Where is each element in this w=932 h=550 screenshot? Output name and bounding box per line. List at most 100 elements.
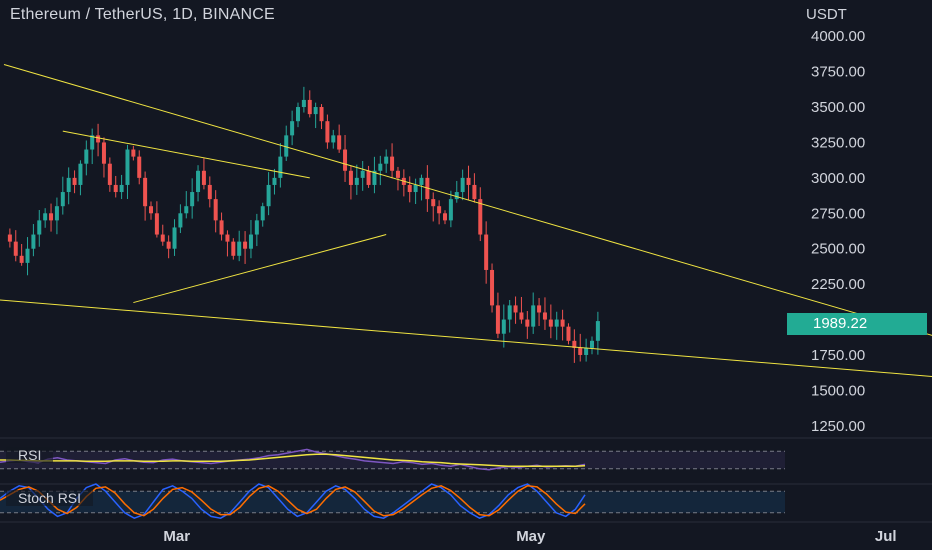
candle-body: [154, 213, 159, 235]
candle-body: [378, 163, 383, 171]
candle-body: [384, 156, 389, 164]
candle-body: [560, 319, 565, 327]
candle-body: [31, 234, 36, 249]
candle-body: [125, 149, 130, 185]
candle-body: [325, 121, 330, 143]
rsi-pane-label: RSI: [6, 447, 54, 463]
candle-body: [507, 305, 512, 320]
candle-body: [237, 241, 242, 256]
y-tick-label: 4000.00: [811, 28, 865, 45]
candle-body: [531, 305, 536, 327]
candle-body: [248, 234, 253, 249]
candle-body: [207, 184, 212, 200]
candle-body: [166, 241, 171, 249]
y-tick-label: 2500.00: [811, 241, 865, 258]
candle-body: [119, 184, 124, 193]
candle-body: [72, 177, 77, 185]
rsi-series-1: [0, 453, 586, 467]
y-tick-label: 3750.00: [811, 64, 865, 81]
candle-body: [296, 107, 300, 122]
candle-body: [254, 220, 259, 235]
candle-body: [413, 184, 418, 193]
candle-body: [78, 163, 83, 185]
candle-body: [407, 184, 412, 193]
candle-body: [343, 149, 348, 171]
candle-body: [301, 99, 306, 108]
rsi-series-0: [0, 448, 586, 471]
candle-body: [231, 241, 236, 256]
candle-body: [290, 121, 295, 136]
candle-body: [143, 177, 148, 207]
stoch-series-1: [0, 484, 586, 517]
candle-body: [495, 305, 500, 334]
candle-body: [484, 234, 489, 270]
candle-body: [278, 156, 283, 178]
candle-body: [84, 149, 89, 164]
candle-body: [584, 347, 589, 355]
candle-body: [213, 199, 218, 221]
candle-body: [448, 199, 453, 221]
candle-body: [372, 170, 377, 185]
candle-body: [225, 234, 230, 242]
candle-body: [395, 170, 400, 178]
y-tick-label: 1750.00: [811, 347, 865, 364]
candle-body: [578, 347, 583, 355]
candle-body: [431, 199, 436, 207]
candle-body: [49, 213, 54, 221]
candle-body: [266, 184, 271, 207]
candle-body: [595, 321, 600, 341]
candle-body: [66, 177, 71, 193]
y-tick-label: 1500.00: [811, 382, 865, 399]
candle-body: [419, 177, 424, 185]
candle-body: [466, 177, 471, 185]
x-tick-label: May: [516, 528, 546, 545]
candle-body: [54, 206, 59, 221]
candle-body: [366, 170, 371, 185]
candle-body: [319, 107, 324, 122]
candle-body: [554, 319, 559, 327]
candle-body: [390, 156, 395, 171]
candle-body: [354, 177, 359, 185]
candle-body: [131, 149, 136, 157]
candle-body: [178, 213, 183, 228]
candle-body: [307, 99, 312, 115]
candle-body: [331, 135, 336, 143]
candle-body: [525, 319, 530, 327]
candle-body: [13, 241, 18, 256]
y-tick-label: 1250.00: [811, 418, 865, 435]
candle-body: [490, 269, 495, 306]
candle-body: [348, 170, 353, 185]
candle-body: [454, 192, 459, 200]
candle-body: [160, 234, 165, 242]
candle-body: [184, 206, 189, 214]
candle-body: [219, 220, 224, 235]
candle-body: [149, 206, 153, 214]
candle-body: [519, 312, 524, 320]
candle-body: [96, 135, 101, 143]
candle-body: [25, 248, 30, 263]
trendline-left-triangle-upper: [62, 130, 310, 179]
candle-body: [101, 142, 106, 164]
trendline-lower-wedge: [0, 299, 932, 377]
candle-body: [19, 255, 24, 263]
candle-body: [284, 135, 289, 157]
candle-body: [472, 184, 477, 200]
candle-body: [113, 184, 118, 193]
candle-body: [313, 107, 318, 115]
candle-body: [590, 340, 594, 348]
candle-body: [437, 206, 442, 214]
candle-body: [443, 213, 447, 221]
candle-body: [460, 177, 465, 193]
x-tick-label: Jul: [875, 528, 897, 545]
candle-body: [272, 177, 277, 185]
candle-body: [478, 199, 483, 235]
candle-body: [566, 326, 571, 341]
candle-body: [537, 305, 542, 313]
candle-body: [137, 156, 142, 178]
stoch-band: [0, 491, 785, 513]
price-axis-unit: USDT: [806, 6, 847, 23]
y-tick-label: 3000.00: [811, 170, 865, 187]
candle-body: [7, 234, 12, 242]
y-tick-label: 3500.00: [811, 99, 865, 116]
